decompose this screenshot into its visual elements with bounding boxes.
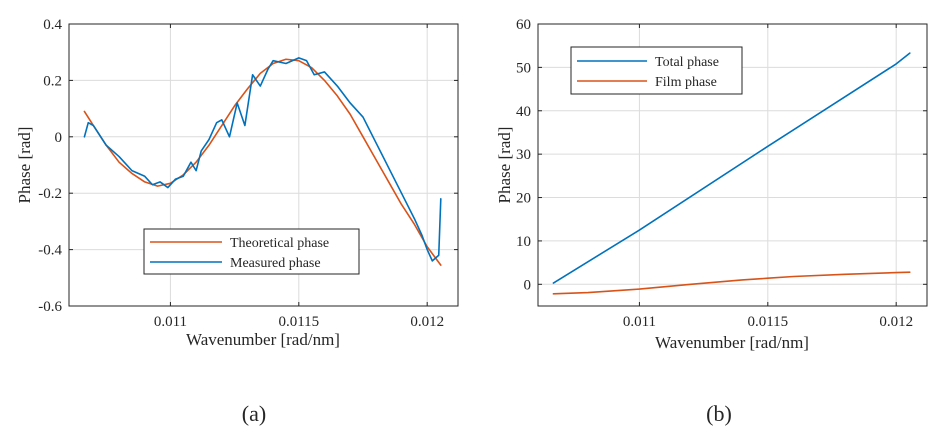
panel-a-legend-label-measured: Measured phase [230,256,321,271]
panel-b-ticks: 0.011 0.0115 0.012 0 10 20 30 40 50 60 [516,17,927,330]
panel-b-xlabel: Wavenumber [rad/nm] [655,333,809,352]
panel-b-legend-label-film: Film phase [655,75,717,90]
y-tick-label: -0.4 [38,243,62,259]
x-tick-label: 0.011 [154,314,187,330]
panel-b: 0.011 0.0115 0.012 0 10 20 30 40 50 60 Wavenumber… [495,17,928,426]
y-tick-label: 30 [516,147,531,163]
y-tick-label: 20 [516,191,531,207]
panel-b-legend-box [570,46,743,95]
series-line-total-phase [552,52,911,284]
series-line-film-phase [552,271,911,295]
panel-b-caption: (b) [706,401,732,426]
panel-a-legend-label-theoretical: Theoretical phase [230,236,329,251]
panel-a-ticks: 0.011 0.0115 0.012 -0.6 -0.4 -0.2 0 0.2 0.4 [38,17,458,330]
panel-b-series [552,52,911,295]
series-line-theoretical-phase [83,58,442,266]
y-tick-label: -0.6 [38,299,62,315]
x-tick-label: 0.012 [410,314,444,330]
panel-a-axes-frame [68,23,459,307]
x-tick-label: 0.0115 [278,314,319,330]
series-line-measured-phase [83,57,442,262]
y-tick-label: 10 [516,234,531,250]
y-tick-label: 0.4 [43,17,62,33]
y-tick-label: 40 [516,104,531,120]
panel-a-legend: Theoretical phase Measured phase [143,228,360,275]
x-tick-label: 0.011 [623,314,656,330]
y-tick-label: -0.2 [38,186,62,202]
x-tick-label: 0.012 [879,314,913,330]
panel-b-axes-frame [537,23,928,307]
panel-a: 0.011 0.0115 0.012 -0.6 -0.4 -0.2 0 0.2 0.4 Wave… [15,17,459,426]
y-tick-label: 50 [516,60,531,76]
panel-a-legend-box [143,228,360,275]
y-tick-label: 0 [524,277,532,293]
panel-b-legend: Total phase Film phase [570,46,743,95]
panel-b-legend-label-total: Total phase [655,55,719,70]
y-tick-label: 0 [55,130,63,146]
x-tick-label: 0.0115 [747,314,788,330]
panel-a-ylabel: Phase [rad] [15,127,34,204]
panel-a-caption: (a) [242,401,266,426]
y-tick-label: 60 [516,17,531,33]
panel-b-ylabel: Phase [rad] [495,127,514,204]
panel-a-series [83,57,442,266]
panel-a-xlabel: Wavenumber [rad/nm] [186,330,340,349]
y-tick-label: 0.2 [43,73,62,89]
